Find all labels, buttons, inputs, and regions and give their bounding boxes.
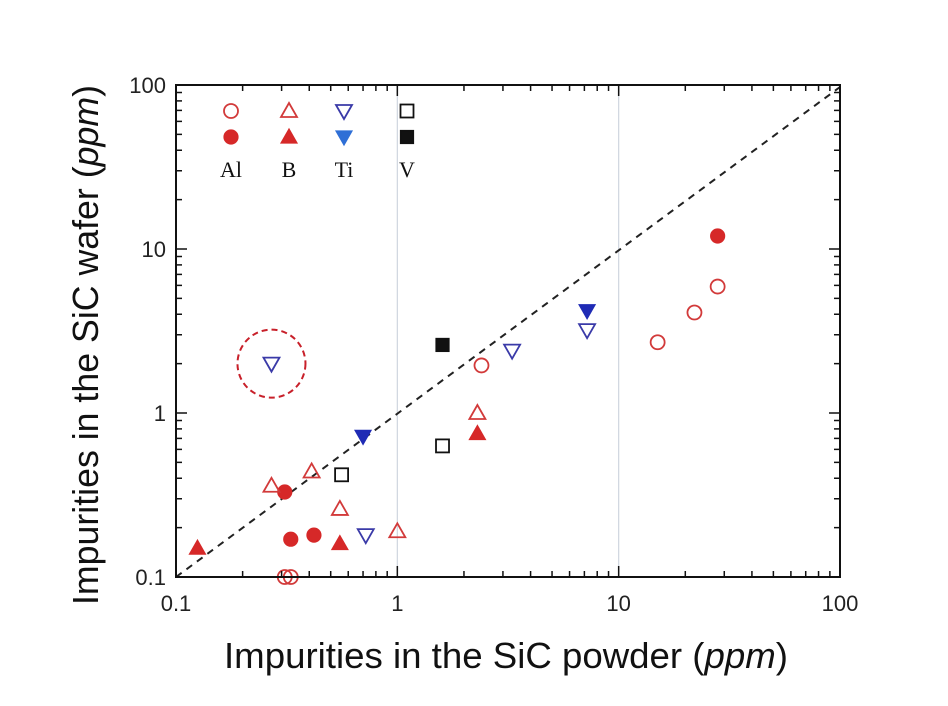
legend-marker-al-filled (223, 129, 239, 145)
plot-frame (175, 84, 841, 578)
data-point-al-open (649, 334, 666, 351)
x-tick-label: 1 (391, 591, 403, 616)
legend-marker-v-open (399, 103, 415, 119)
data-point-ti-open (502, 343, 522, 361)
legend-marker-ti-filled (334, 130, 354, 147)
legend-marker-b-open (279, 101, 299, 118)
y-axis-label: Impurities in the SiC wafer (ppm) (65, 85, 106, 605)
data-point-v-open (334, 467, 349, 483)
legend-marker-v-filled (399, 129, 415, 145)
reference-line-y-equals-x (175, 86, 841, 578)
data-point-b-open (467, 403, 487, 420)
data-point-b-open (302, 461, 322, 479)
x-tick-label: 100 (822, 591, 859, 616)
data-point-b-open (330, 499, 350, 516)
data-point-b-open (261, 475, 282, 493)
axis-ticks: 0.1 1 10 100 0.1 1 10 100 (129, 73, 858, 616)
y-tick-label: 10 (142, 237, 166, 262)
legend-label-al: Al (220, 157, 242, 182)
data-point-b-filled (468, 424, 487, 441)
data-point-ti-filled (578, 304, 597, 320)
highlight-circle (236, 328, 307, 399)
data-point-al-filled (710, 228, 726, 244)
data-point-v-open (435, 438, 450, 454)
data-point-al-filled (306, 527, 322, 543)
legend-label-ti: Ti (335, 157, 354, 182)
data-point-al-open (686, 304, 703, 321)
data-point-b-filled (188, 538, 207, 555)
data-point-al-filled (283, 531, 299, 547)
legend-marker-al-open (223, 103, 239, 119)
data-point-v-filled (435, 337, 450, 353)
x-tick-label: 0.1 (161, 591, 192, 616)
data-points (188, 228, 726, 585)
legend-label-b: B (282, 157, 297, 182)
x-tick-label: 10 (606, 591, 630, 616)
y-tick-label: 0.1 (135, 565, 166, 590)
data-point-al-open (709, 278, 726, 295)
legend-label-v: V (399, 157, 415, 182)
data-point-ti-filled (354, 429, 373, 446)
legend-marker-ti-open (334, 104, 354, 121)
grid-lines (396, 85, 620, 577)
data-point-ti-open (577, 323, 597, 340)
data-point-b-open (387, 521, 407, 539)
x-axis-label: Impurities in the SiC powder (ppm) (224, 635, 788, 676)
y-tick-label: 100 (129, 73, 166, 98)
data-point-al-open (473, 357, 490, 374)
data-point-ti-open (261, 356, 282, 374)
legend: Al B Ti V (220, 101, 415, 182)
legend-marker-b-filled (279, 127, 299, 144)
y-tick-label: 1 (154, 401, 166, 426)
data-point-b-filled (330, 534, 349, 551)
data-point-ti-open (356, 528, 376, 545)
